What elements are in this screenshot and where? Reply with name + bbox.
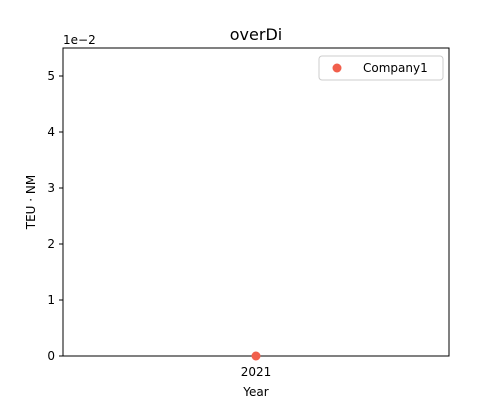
y-tick-label: 5: [47, 69, 55, 83]
legend-box: [318, 55, 444, 81]
x-axis-label: Year: [242, 385, 268, 399]
y-tick-label: 0: [47, 349, 55, 363]
y-tick-label: 3: [47, 181, 55, 195]
chart-title: overDi: [230, 25, 282, 44]
data-point: [251, 351, 261, 361]
y-tick-label: 1: [47, 293, 55, 307]
legend: Company1: [318, 55, 444, 81]
series-layer: [251, 351, 261, 361]
legend-marker: [332, 63, 342, 73]
y-tick-label: 2: [47, 237, 55, 251]
x-tick-label: 2021: [241, 365, 272, 379]
y-tick-label: 4: [47, 125, 55, 139]
y-axis: 0 1 2 3 4 5: [47, 69, 63, 363]
legend-label: Company1: [363, 61, 428, 75]
y-axis-label: TEU · NM: [24, 175, 38, 230]
y-scale-label: 1e−2: [63, 33, 96, 47]
